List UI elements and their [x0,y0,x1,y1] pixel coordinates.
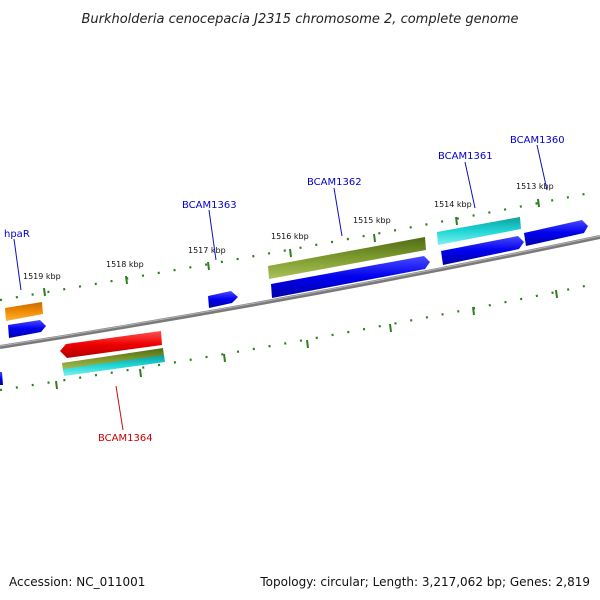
gene-label-bcam1361[interactable]: BCAM1361 [438,151,493,162]
cds-arrow[interactable] [0,372,3,385]
tick-label-1514: 1514 kbp [434,200,472,209]
tick-label-1515: 1515 kbp [353,216,391,225]
cds-arrow[interactable] [441,236,524,265]
map-title: Burkholderia cenocepacia J2315 chromosom… [81,12,518,27]
leader-line [536,144,548,191]
gene-bar[interactable] [5,302,43,321]
cds-arrow[interactable] [271,256,430,298]
gene-bar[interactable] [62,348,164,371]
gene-bar[interactable] [63,355,165,376]
genome-summary-text: Topology: circular; Length: 3,217,062 bp… [259,575,590,589]
gene-label-bcam1364[interactable]: BCAM1364 [98,433,153,444]
inner-major-ticks [55,289,558,390]
tick-label-1517: 1517 kbp [188,246,226,255]
outer-major-ticks [43,198,540,297]
reverse-strand-features [0,331,165,385]
gene-label-bcam1362[interactable]: BCAM1362 [307,177,362,188]
chromosome-backbone-highlight [0,235,600,347]
leader-line [464,161,476,209]
inner-tick-ring [0,283,591,392]
tick-label-1518: 1518 kbp [106,260,144,269]
gene-bar[interactable] [268,237,426,279]
accession-text: Accession: NC_011001 [9,575,145,589]
gene-labels: BCAM1360 BCAM1361 BCAM1362 BCAM1363 hpaR… [4,135,565,444]
gene-bar[interactable] [60,331,162,358]
cds-arrow[interactable] [8,320,46,338]
leader-line [13,238,22,291]
tick-label-1516: 1516 kbp [271,232,309,241]
cds-arrow[interactable] [524,220,588,246]
leader-line [333,187,343,237]
tick-label-1519: 1519 kbp [23,272,61,281]
tick-label-1513: 1513 kbp [516,182,554,191]
gene-label-bcam1360[interactable]: BCAM1360 [510,135,565,146]
leader-line [115,385,124,431]
gene-bar[interactable] [437,217,521,245]
gene-label-bcam1363[interactable]: BCAM1363 [182,200,237,211]
leader-line [208,209,217,261]
gene-label-hpar[interactable]: hpaR [4,229,30,240]
forward-strand-features [5,217,588,338]
chromosome-backbone [0,235,600,349]
cds-arrow[interactable] [208,291,238,308]
